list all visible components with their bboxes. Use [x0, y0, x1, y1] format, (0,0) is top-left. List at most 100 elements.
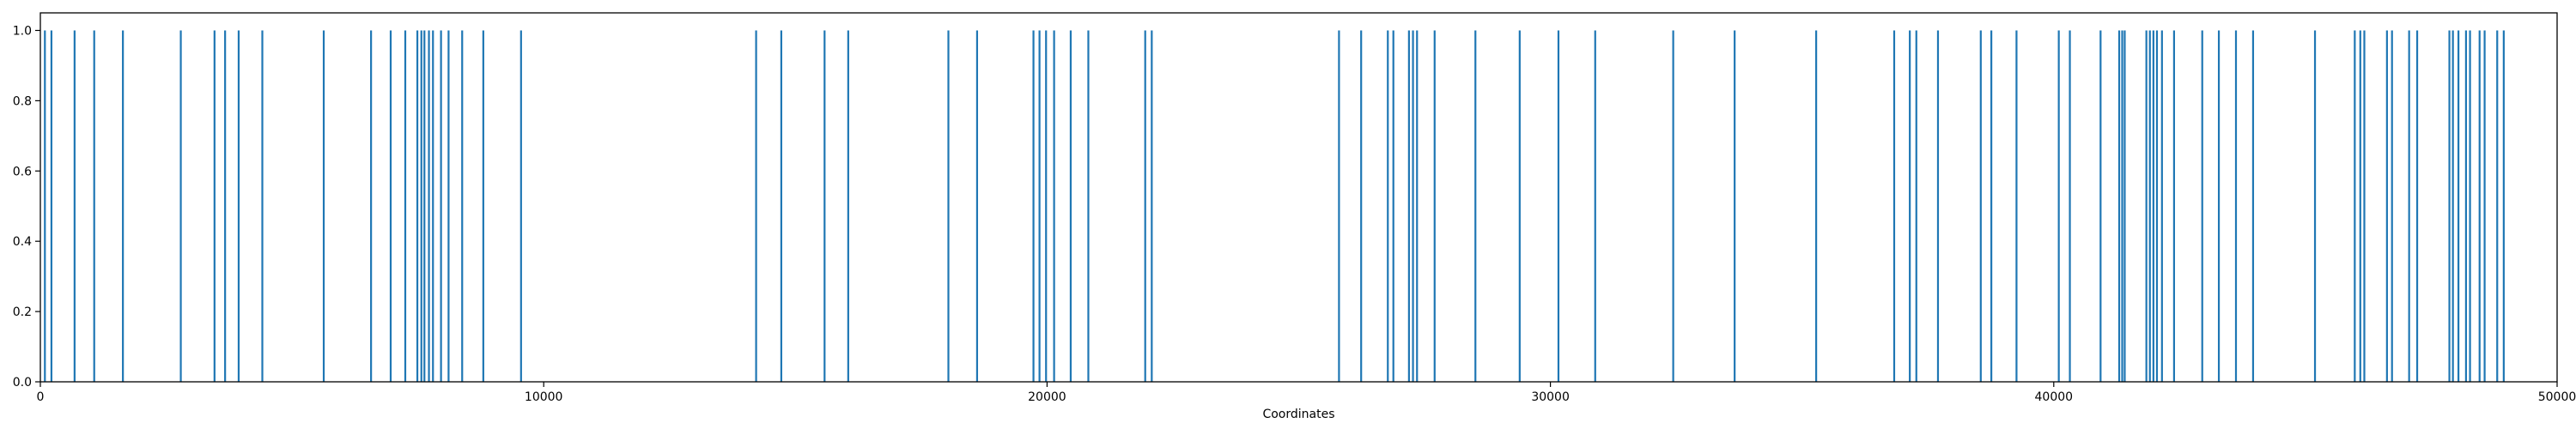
bar — [780, 30, 782, 382]
bar — [2385, 30, 2388, 382]
bar — [947, 30, 950, 382]
bar — [975, 30, 979, 382]
y-tick-label: 0.8 — [13, 94, 32, 108]
bar — [2448, 30, 2451, 382]
bar — [482, 30, 484, 382]
bar — [389, 30, 392, 382]
x-tick-label: 50000 — [2538, 390, 2576, 404]
bar — [1407, 30, 1410, 382]
bar — [404, 30, 407, 382]
bar — [370, 30, 373, 382]
bar — [1936, 30, 1940, 382]
bar — [1387, 30, 1389, 382]
bar — [2217, 30, 2221, 382]
bar — [420, 30, 422, 382]
bar — [1557, 30, 1560, 382]
bar — [2160, 30, 2163, 382]
bar — [73, 30, 76, 382]
bar — [447, 30, 450, 382]
bar — [2172, 30, 2175, 382]
bar — [440, 30, 442, 382]
bar — [1915, 30, 1917, 382]
bar — [1151, 30, 1153, 382]
bar — [423, 30, 426, 382]
bar — [122, 30, 125, 382]
bar — [2496, 30, 2499, 382]
bar — [213, 30, 216, 382]
bar — [2117, 30, 2121, 382]
bar — [2464, 30, 2467, 382]
bar — [2451, 30, 2454, 382]
bar — [2123, 30, 2126, 382]
x-tick-label: 0 — [37, 390, 45, 404]
bar — [1338, 30, 1340, 382]
bar — [2483, 30, 2486, 382]
bar — [2152, 30, 2154, 382]
bar — [1045, 30, 1048, 382]
bar — [2415, 30, 2419, 382]
bar — [2015, 30, 2018, 382]
bar — [823, 30, 826, 382]
x-axis-title: Coordinates — [1262, 408, 1334, 421]
bar — [847, 30, 849, 382]
bar — [1416, 30, 1419, 382]
bar — [2145, 30, 2148, 382]
x-tick-label: 10000 — [525, 390, 563, 404]
bar — [2359, 30, 2361, 382]
y-tick-label: 1.0 — [13, 24, 32, 38]
bar — [44, 30, 46, 382]
bar — [1053, 30, 1055, 382]
bar — [224, 30, 227, 382]
bar — [2458, 30, 2460, 382]
bar — [1433, 30, 1436, 382]
x-tick-label: 20000 — [1028, 390, 1066, 404]
bar — [1032, 30, 1035, 382]
bar — [1474, 30, 1477, 382]
bar — [2099, 30, 2102, 382]
bar — [1815, 30, 1818, 382]
bar — [2069, 30, 2071, 382]
bar — [2251, 30, 2255, 382]
bar — [179, 30, 182, 382]
bar — [2469, 30, 2471, 382]
bar — [1392, 30, 1394, 382]
bar — [2391, 30, 2393, 382]
bar — [2408, 30, 2410, 382]
bar — [461, 30, 464, 382]
y-axis: 0.0 0.2 0.4 0.6 0.8 1.0 — [13, 24, 40, 390]
bar — [1893, 30, 1896, 382]
bar — [261, 30, 264, 382]
bar — [1909, 30, 1911, 382]
y-tick-label: 0.0 — [13, 376, 32, 390]
bar — [755, 30, 757, 382]
plot-frame — [39, 12, 2558, 383]
bar — [2502, 30, 2505, 382]
bar — [2234, 30, 2238, 382]
bar — [1672, 30, 1674, 382]
bar — [1412, 30, 1414, 382]
bar — [93, 30, 95, 382]
x-axis: 0 10000 20000 30000 40000 50000 — [37, 382, 2576, 404]
y-tick-label: 0.4 — [13, 235, 32, 249]
bar — [2478, 30, 2481, 382]
y-tick-label: 0.2 — [13, 305, 32, 319]
bar — [50, 30, 52, 382]
bar — [1594, 30, 1596, 382]
bar — [2121, 30, 2123, 382]
x-tick-label: 30000 — [1531, 390, 1570, 404]
bar — [1990, 30, 1993, 382]
bar — [2313, 30, 2317, 382]
bar — [1734, 30, 1736, 382]
bar — [2201, 30, 2203, 382]
bar — [416, 30, 419, 382]
bar — [2057, 30, 2060, 382]
bars-group — [44, 30, 2505, 382]
bar — [2148, 30, 2151, 382]
bar — [1069, 30, 1072, 382]
bar — [2155, 30, 2159, 382]
x-tick-label: 40000 — [2035, 390, 2074, 404]
bar — [519, 30, 522, 382]
bar — [428, 30, 430, 382]
